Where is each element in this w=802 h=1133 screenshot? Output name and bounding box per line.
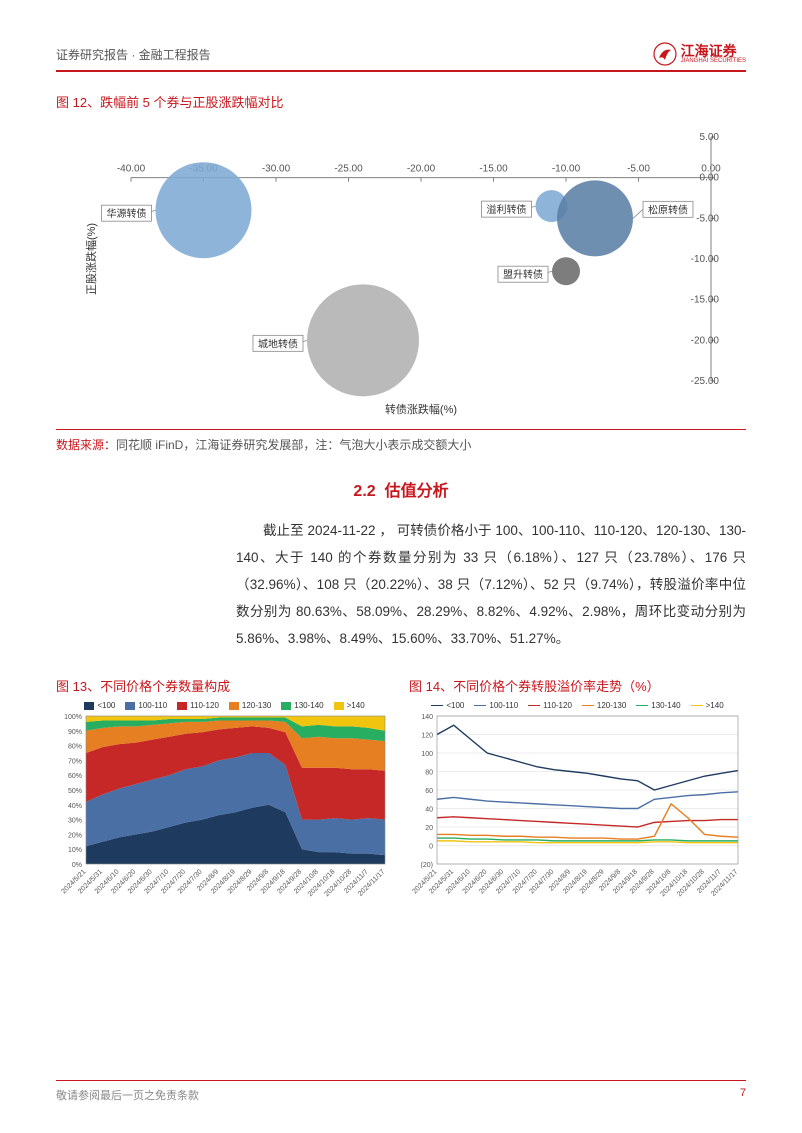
fig12-source: 数据来源：同花顺 iFinD，江海证券研究发展部，注：气泡大小表示成交额大小 <box>56 429 746 453</box>
svg-text:转债涨跌幅(%): 转债涨跌幅(%) <box>385 402 457 416</box>
legend-item: 100-110 <box>474 701 518 710</box>
page-number: 7 <box>740 1087 746 1103</box>
legend-item: <100 <box>431 701 464 710</box>
section-heading: 2.2 估值分析 <box>56 477 746 501</box>
svg-text:-15.00: -15.00 <box>479 164 508 175</box>
source-text: 同花顺 iFinD，江海证券研究发展部，注：气泡大小表示成交额大小 <box>116 438 471 452</box>
fig12-bubble-chart: -40.00-35.00-30.00-25.00-20.00-15.00-10.… <box>81 117 721 417</box>
svg-text:30%: 30% <box>68 818 82 825</box>
svg-text:5.00: 5.00 <box>700 132 720 143</box>
svg-text:90%: 90% <box>68 729 82 736</box>
svg-text:-20.00: -20.00 <box>691 335 720 346</box>
svg-text:-30.00: -30.00 <box>262 164 291 175</box>
svg-text:城地转债: 城地转债 <box>258 337 298 350</box>
svg-text:-5.00: -5.00 <box>696 213 719 224</box>
svg-text:70%: 70% <box>68 758 82 765</box>
svg-text:10%: 10% <box>68 847 82 854</box>
legend-item: <100 <box>84 701 115 710</box>
svg-text:0.00: 0.00 <box>700 173 720 184</box>
fig14-title: 图 14、不同价格个券转股溢价率走势（%） <box>409 676 746 695</box>
svg-text:-20.00: -20.00 <box>407 164 436 175</box>
page-footer: 敬请参阅最后一页之免责条款 7 <box>56 1080 746 1104</box>
fig13-stacked-area: 0%10%20%30%40%50%60%70%80%90%100%2024/5/… <box>56 712 393 932</box>
svg-text:-15.00: -15.00 <box>691 295 720 306</box>
svg-text:100%: 100% <box>64 714 82 721</box>
section-title: 估值分析 <box>385 483 449 500</box>
footer-divider <box>56 1080 746 1082</box>
logo-icon <box>653 42 677 66</box>
svg-text:60%: 60% <box>68 773 82 780</box>
svg-text:0: 0 <box>429 844 433 851</box>
doc-type-label: 证券研究报告 · 金融工程报告 <box>56 46 211 63</box>
body-paragraph: 截止至 2024-11-22 ， 可转债价格小于 100、100-110、110… <box>236 517 746 652</box>
legend-item: 120-130 <box>229 701 271 710</box>
svg-text:-10.00: -10.00 <box>691 254 720 265</box>
legend-item: 110-120 <box>177 701 219 710</box>
svg-text:盟升转债: 盟升转债 <box>503 268 543 281</box>
svg-text:溢利转债: 溢利转债 <box>487 203 527 216</box>
svg-text:40%: 40% <box>68 803 82 810</box>
svg-text:80%: 80% <box>68 744 82 751</box>
fig12-title: 图 12、跌幅前 5 个券与正股涨跌幅对比 <box>56 92 746 111</box>
svg-text:100: 100 <box>421 751 433 758</box>
svg-text:0%: 0% <box>72 862 82 869</box>
svg-text:80: 80 <box>425 770 433 777</box>
brand-name-en: JIANGHAI SECURITIES <box>681 58 746 64</box>
svg-text:(20): (20) <box>421 862 433 869</box>
fig14-legend: <100 100-110 110-120 120-130 130-140 >140 <box>409 701 746 710</box>
brand-logo: 江海证券 JIANGHAI SECURITIES <box>653 42 746 66</box>
svg-text:-25.00: -25.00 <box>334 164 363 175</box>
legend-item: 110-120 <box>528 701 572 710</box>
legend-item: 130-140 <box>636 701 680 710</box>
svg-text:-25.00: -25.00 <box>691 376 720 387</box>
svg-text:松原转债: 松原转债 <box>648 203 688 216</box>
svg-text:120: 120 <box>421 733 433 740</box>
legend-item: 120-130 <box>582 701 626 710</box>
fig13-legend: <100 100-110 110-120 120-130 130-140 >140 <box>56 701 393 710</box>
svg-text:-10.00: -10.00 <box>552 164 581 175</box>
svg-text:140: 140 <box>421 714 433 721</box>
svg-text:正股涨跌幅(%): 正股涨跌幅(%) <box>84 223 98 295</box>
svg-text:40: 40 <box>425 807 433 814</box>
footer-disclaimer: 敬请参阅最后一页之免责条款 <box>56 1087 199 1103</box>
svg-text:60: 60 <box>425 788 433 795</box>
legend-item: 130-140 <box>281 701 323 710</box>
legend-item: >140 <box>334 701 365 710</box>
legend-item: >140 <box>691 701 724 710</box>
fig13-title: 图 13、不同价格个券数量构成 <box>56 676 393 695</box>
brand-name-cn: 江海证券 <box>681 44 746 58</box>
svg-text:华源转债: 华源转债 <box>107 207 147 220</box>
svg-text:20: 20 <box>425 825 433 832</box>
page-header: 证券研究报告 · 金融工程报告 江海证券 JIANGHAI SECURITIES <box>56 42 746 66</box>
svg-text:20%: 20% <box>68 832 82 839</box>
legend-item: 100-110 <box>125 701 167 710</box>
svg-text:50%: 50% <box>68 788 82 795</box>
source-label: 数据来源： <box>56 438 116 452</box>
svg-text:-40.00: -40.00 <box>117 164 146 175</box>
header-divider <box>56 70 746 72</box>
fig14-line-chart: (20)0204060801001201402024/5/212024/5/31… <box>409 712 746 932</box>
section-number: 2.2 <box>353 483 375 500</box>
svg-text:-5.00: -5.00 <box>627 164 650 175</box>
